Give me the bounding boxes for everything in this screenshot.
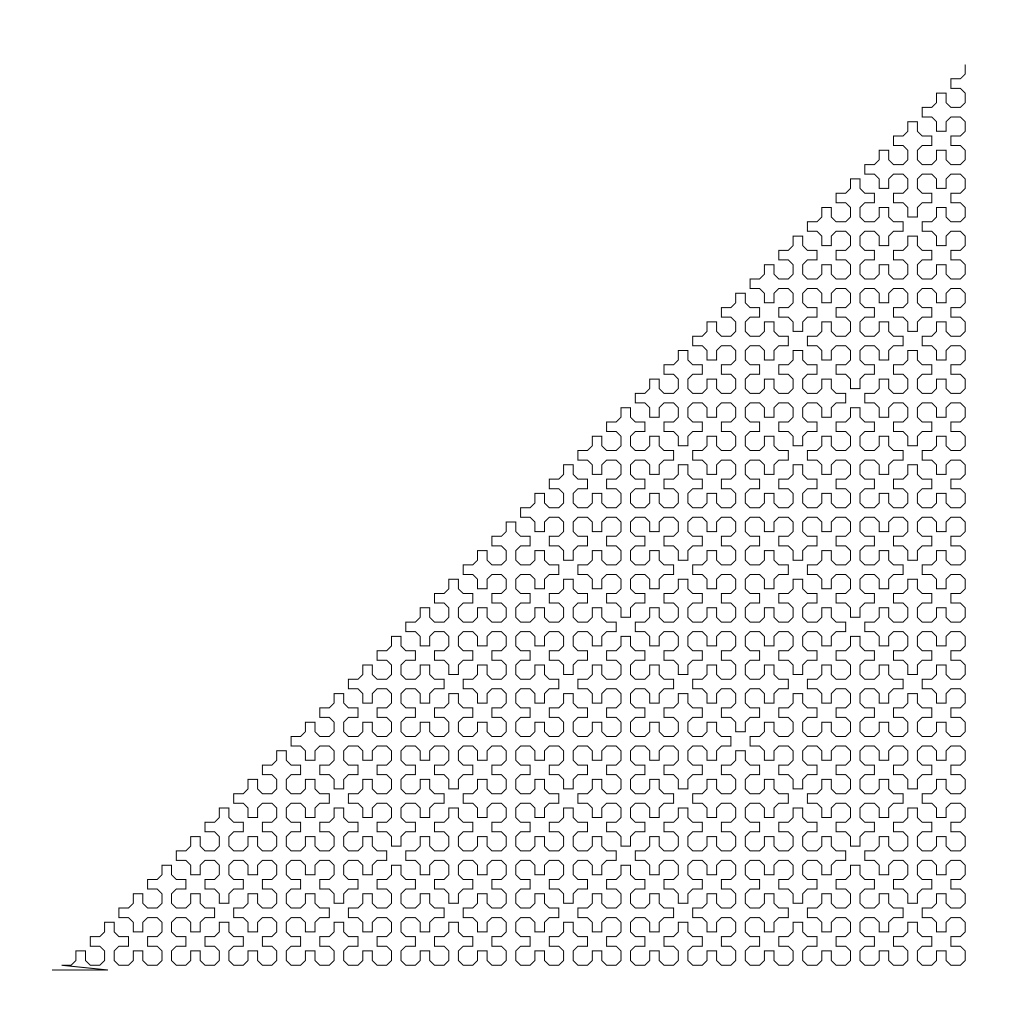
fractal-curve [52, 64, 966, 971]
